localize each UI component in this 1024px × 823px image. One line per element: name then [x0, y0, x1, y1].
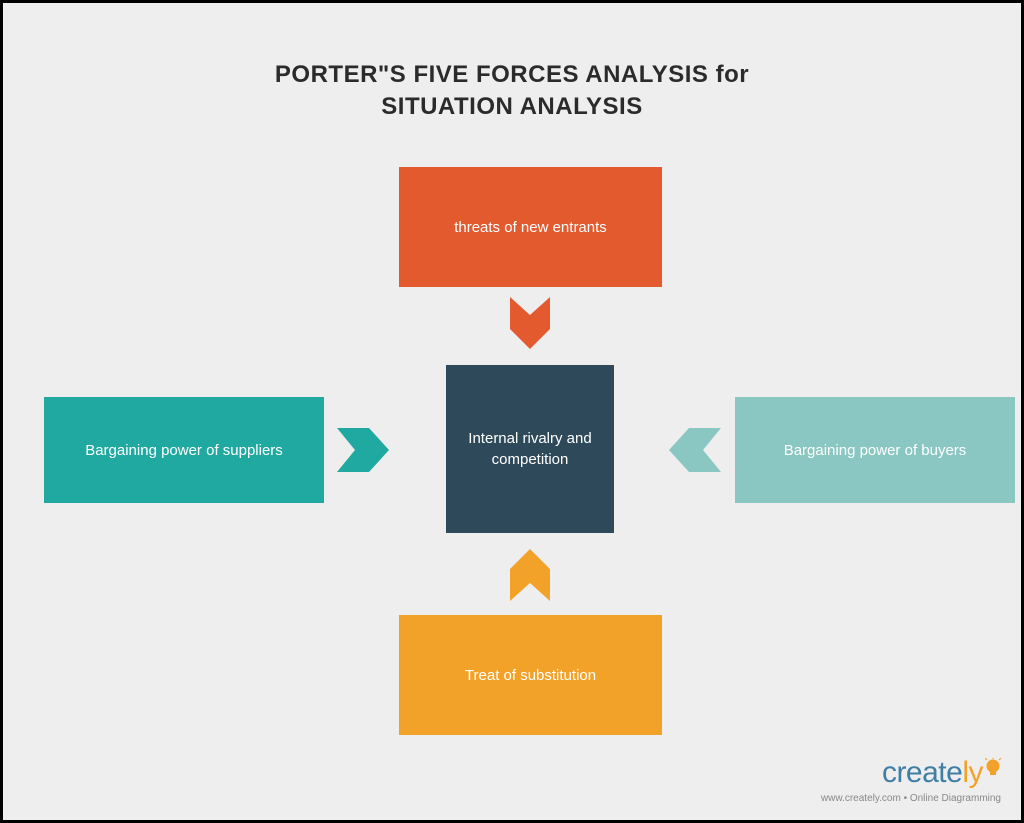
node-bargaining-buyers: Bargaining power of buyers [735, 397, 1015, 503]
arrow-down-icon [510, 297, 550, 349]
node-bottom-label: Treat of substitution [465, 667, 596, 684]
diagram-canvas: PORTER"S FIVE FORCES ANALYSIS for SITUAT… [3, 3, 1021, 820]
logo-part2: ly [962, 756, 983, 789]
branding-area: creately www.creately.com • Online Diagr… [821, 758, 1001, 804]
title-line1: PORTER"S FIVE FORCES ANALYSIS for [275, 61, 749, 88]
lightbulb-icon [985, 758, 1001, 790]
node-threats-new-entrants: threats of new entrants [399, 167, 662, 287]
node-threat-substitution: Treat of substitution [399, 615, 662, 735]
creately-logo: creately [821, 758, 1001, 790]
node-bargaining-suppliers: Bargaining power of suppliers [44, 397, 324, 503]
tagline-text: www.creately.com • Online Diagramming [821, 793, 1001, 804]
arrow-left-icon [669, 428, 721, 472]
arrow-up-icon [510, 549, 550, 601]
node-internal-rivalry: Internal rivalry and competition [446, 365, 614, 533]
node-right-label: Bargaining power of buyers [784, 442, 967, 459]
diagram-title: PORTER"S FIVE FORCES ANALYSIS for SITUAT… [3, 59, 1021, 124]
arrow-right-icon [337, 428, 389, 472]
node-left-label: Bargaining power of suppliers [85, 442, 283, 459]
node-center-label: Internal rivalry and competition [456, 428, 604, 470]
title-line2: SITUATION ANALYSIS [381, 93, 642, 120]
logo-part1: create [882, 756, 962, 789]
node-top-label: threats of new entrants [454, 219, 607, 236]
